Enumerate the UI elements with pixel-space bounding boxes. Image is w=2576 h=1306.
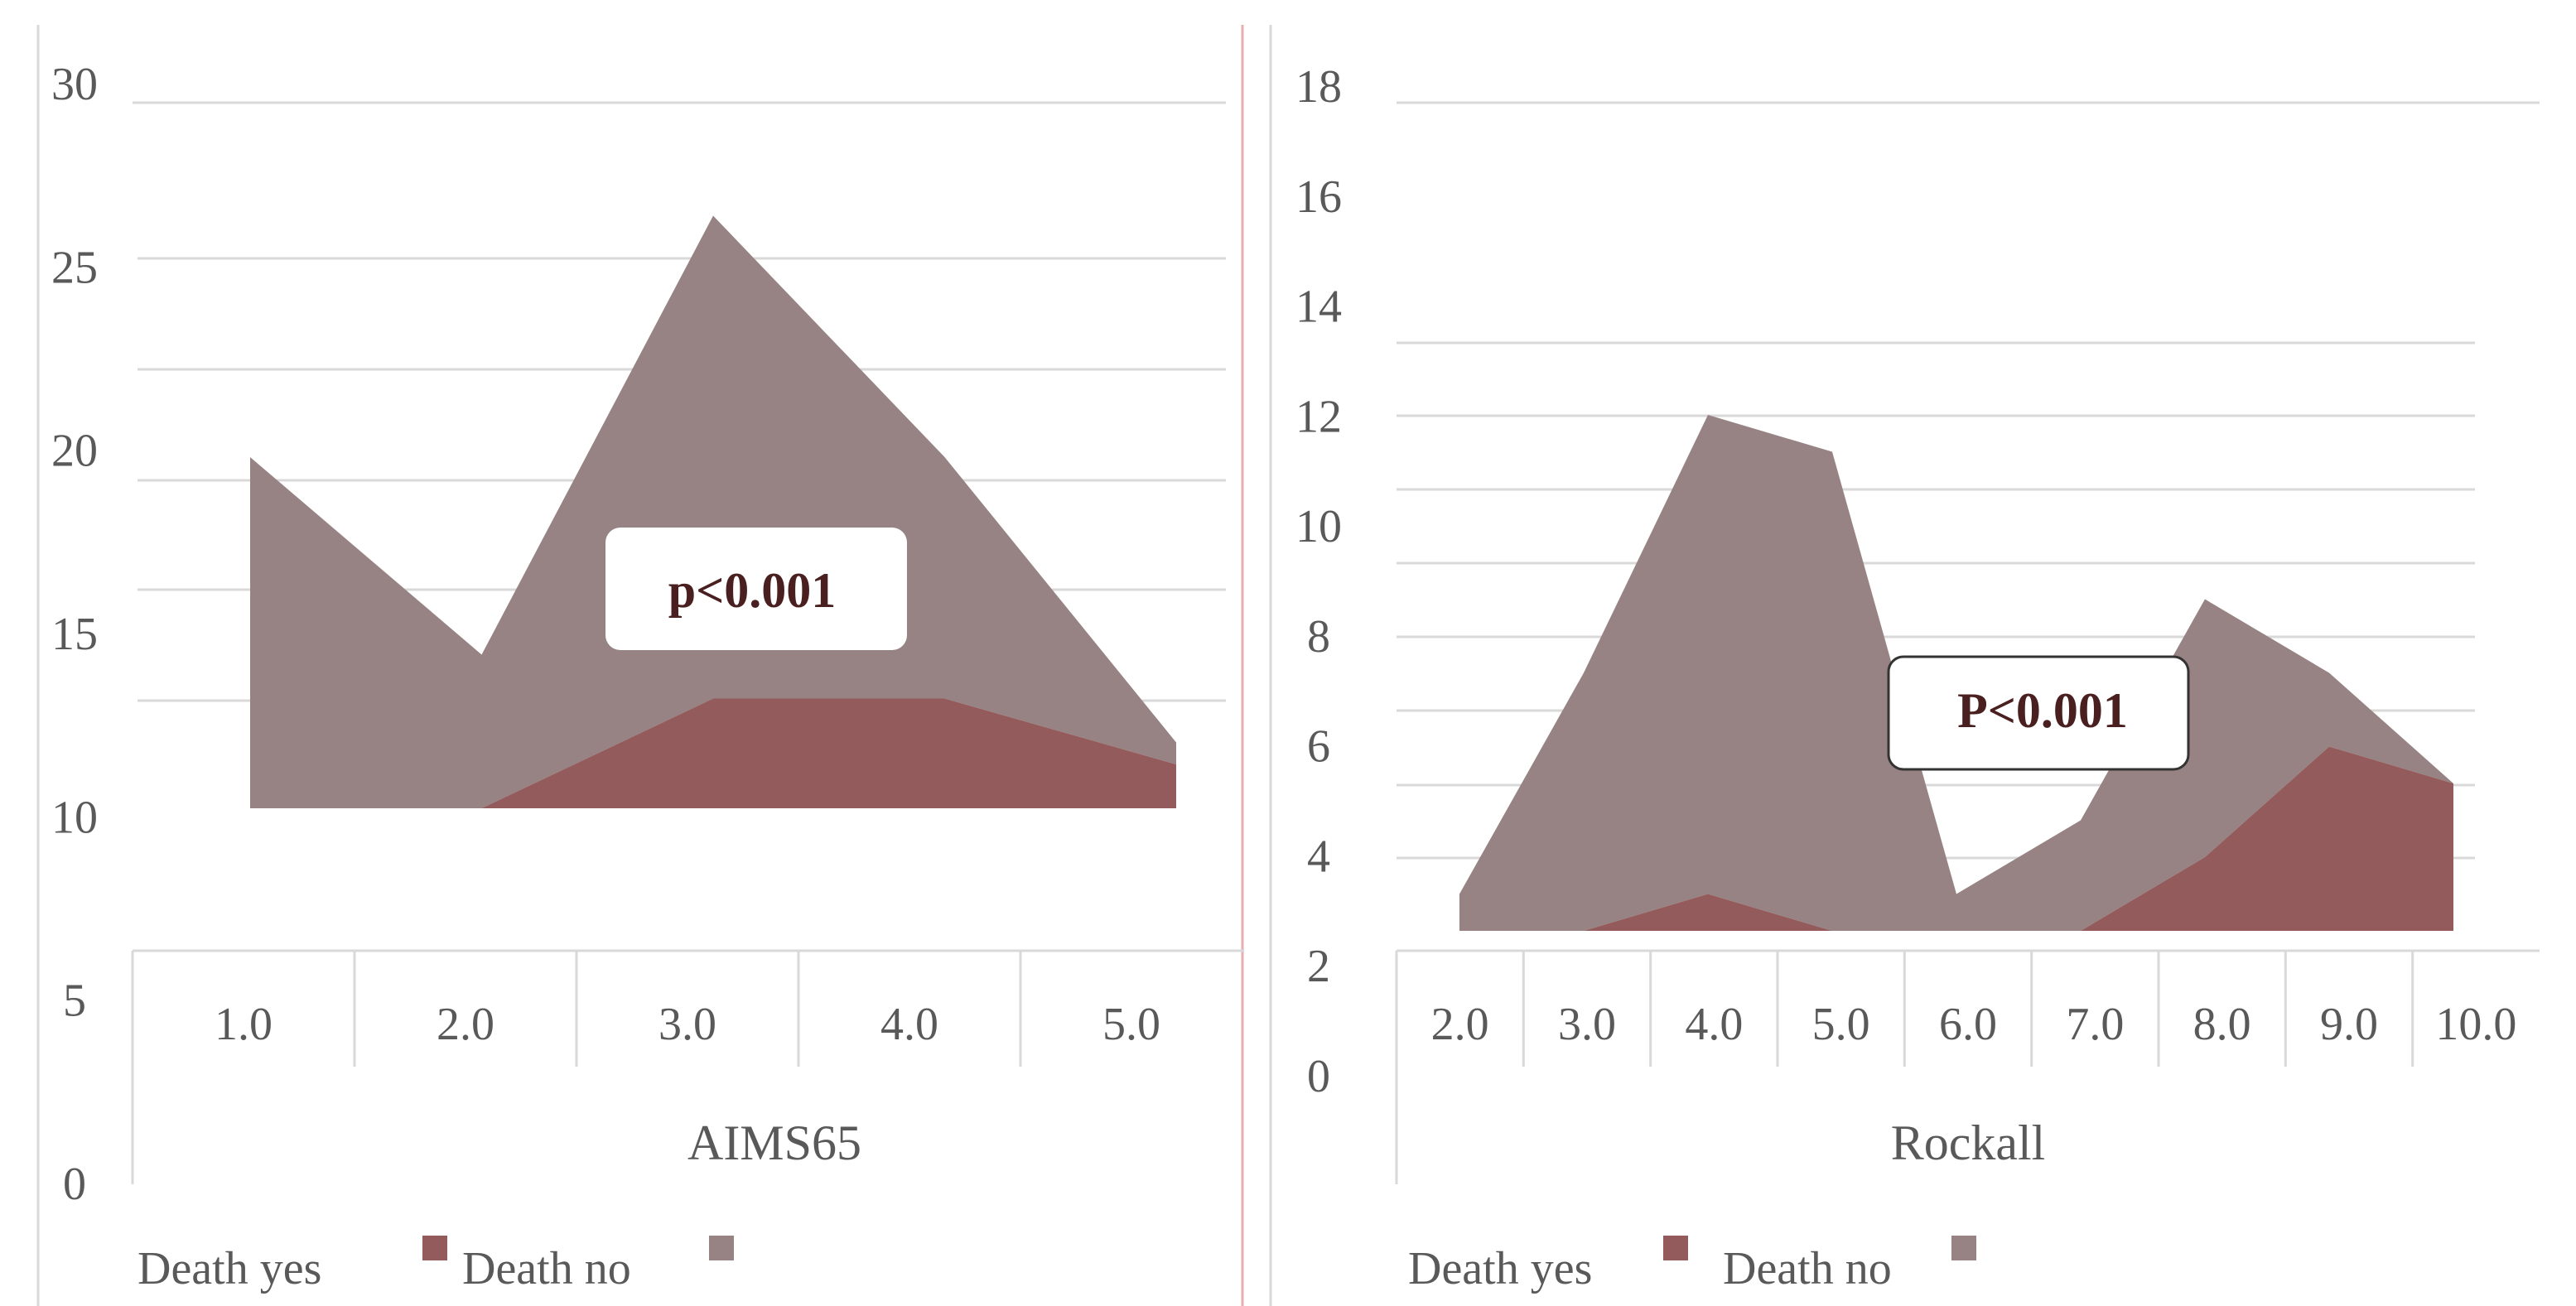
rockall-x-tick-9.0: 9.0 [2320,999,2378,1050]
rockall-x-tick-3.0: 3.0 [1558,999,1616,1050]
rockall-areas [1459,415,2453,931]
rockall-p-value: P<0.001 [1957,683,2128,738]
rockall-y-tick-18: 18 [1295,61,1342,113]
aims65-y-tick-10: 10 [51,792,98,843]
aims65-legend-label-death-yes: Death yes [137,1243,321,1294]
aims65-x-axis-label: AIMS65 [687,1116,861,1170]
rockall-legend-swatch-death-no [1951,1236,1976,1260]
rockall-legend-label-death-no: Death no [1723,1243,1892,1294]
rockall-y-ticks: 18 16 14 12 10 8 6 4 2 0 [1295,61,1342,1102]
aims65-legend-swatch-death-yes [422,1236,447,1260]
rockall-category-dividers [1522,951,2414,1067]
aims65-legend-swatch-death-no [709,1236,734,1260]
rockall-x-tick-5.0: 5.0 [1812,999,1870,1050]
rockall-y-tick-4: 4 [1307,831,1330,882]
aims65-legend-label-death-no: Death no [462,1243,631,1294]
aims65-x-tick-2.0: 2.0 [437,999,494,1050]
aims65-annotation-box [605,528,907,650]
aims65-category-axis: 1.0 2.0 3.0 4.0 5.0 AIMS65 [131,949,1244,1184]
rockall-y-tick-6: 6 [1307,721,1330,773]
rockall-x-tick-4.0: 4.0 [1685,999,1743,1050]
aims65-annotation: p<0.001 [605,528,907,650]
rockall-category-axis: 2.0 3.0 4.0 5.0 6.0 7.0 8.0 9.0 10.0 Rockall [1395,949,2540,1184]
rockall-area-death-yes [1459,746,2453,931]
rockall-y-tick-16: 16 [1295,171,1342,223]
aims65-area-death-yes [250,698,1176,808]
rockall-x-axis-label: Rockall [1891,1116,2046,1170]
rockall-y-tick-2: 2 [1307,941,1330,992]
aims65-x-tick-5.0: 5.0 [1102,999,1160,1050]
rockall-category-labels: 2.0 3.0 4.0 5.0 6.0 7.0 8.0 9.0 10.0 [1431,999,2517,1050]
aims65-x-tick-3.0: 3.0 [658,999,716,1050]
aims65-category-labels: 1.0 2.0 3.0 4.0 5.0 [215,999,1160,1050]
aims65-y-tick-15: 15 [51,609,98,660]
aims65-y-tick-5: 5 [63,976,86,1027]
aims65-x-tick-1.0: 1.0 [215,999,273,1050]
rockall-chart: 18 16 14 12 10 8 6 4 2 0 2.0 3.0 4.0 5.0 6.0 7.0 8.0 9.0… [1269,25,2540,1306]
aims65-areas [250,215,1176,808]
rockall-annotation-box [1887,655,2190,771]
rockall-x-tick-2.0: 2.0 [1431,999,1489,1050]
aims65-category-dividers [353,951,1022,1067]
rockall-legend-label-death-yes: Death yes [1408,1243,1592,1294]
rockall-area-death-no [1459,415,2453,931]
aims65-x-tick-4.0: 4.0 [880,999,938,1050]
aims65-y-tick-30: 30 [51,59,98,110]
rockall-legend: Death yes Death no [1408,1236,1976,1294]
rockall-y-tick-0: 0 [1307,1051,1330,1102]
aims65-y-tick-25: 25 [51,242,98,293]
aims65-area-death-no [250,215,1176,808]
rockall-x-tick-6.0: 6.0 [1939,999,1997,1050]
aims65-chart: 30 25 20 15 10 5 0 1.0 2.0 3.0 4.0 5.0 AIMS65 p<0.… [36,25,1244,1306]
aims65-y-tick-0: 0 [63,1159,86,1210]
rockall-y-tick-12: 12 [1295,391,1342,442]
aims65-p-value: p<0.001 [668,563,837,618]
rockall-y-tick-8: 8 [1307,611,1330,663]
rockall-annotation: P<0.001 [1887,655,2190,771]
rockall-y-tick-10: 10 [1295,501,1342,552]
rockall-x-tick-7.0: 7.0 [2066,999,2124,1050]
aims65-y-tick-20: 20 [51,426,98,477]
rockall-x-tick-8.0: 8.0 [2193,999,2251,1050]
rockall-legend-swatch-death-yes [1663,1236,1688,1260]
rockall-x-tick-10.0: 10.0 [2435,999,2516,1050]
aims65-y-ticks: 30 25 20 15 10 5 0 [51,59,98,1210]
rockall-y-tick-14: 14 [1295,282,1342,333]
aims65-legend: Death yes Death no [137,1236,734,1294]
